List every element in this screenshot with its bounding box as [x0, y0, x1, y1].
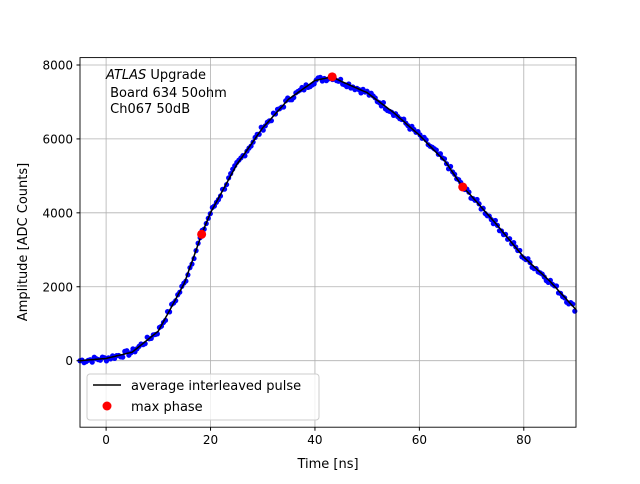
annotation-upgrade: Upgrade: [146, 68, 206, 83]
legend-label-max-phase: max phase: [131, 400, 203, 415]
x-tick-label: 40: [307, 433, 322, 447]
sample-point: [466, 189, 472, 195]
max-phase-points: [197, 72, 468, 239]
annotation-line3: Ch067 50dB: [106, 102, 190, 117]
plot-frame: [79, 57, 577, 428]
grid: [80, 57, 576, 428]
x-tick-label: 0: [102, 433, 110, 447]
sample-point: [120, 354, 126, 360]
ticks: 0 20 40 60 80 0 2000 4000 6000 8000: [42, 58, 531, 447]
y-tick-label: 6000: [42, 132, 73, 146]
x-axis-label: Time [ns]: [296, 457, 358, 472]
y-axis-label: Amplitude [ADC Counts]: [16, 163, 31, 321]
y-tick-label: 8000: [42, 58, 73, 72]
sample-points: [77, 74, 578, 366]
legend-box: [86, 373, 320, 421]
max-phase-point: [327, 72, 337, 82]
x-tick-label: 60: [412, 433, 427, 447]
legend-dot-swatch: [102, 401, 112, 411]
sample-point: [547, 277, 553, 283]
max-phase-point: [458, 182, 468, 192]
y-tick-label: 4000: [42, 206, 73, 220]
average-pulse-line: [79, 76, 577, 362]
max-phase-point: [197, 229, 207, 239]
annotation-line2: Board 634 50ohm: [106, 86, 227, 101]
annotation-atlas: ATLAS: [105, 68, 146, 83]
legend: average interleaved pulse max phase: [86, 373, 320, 421]
annotation-line1: ATLAS Upgrade: [105, 68, 206, 83]
sample-point: [124, 348, 130, 354]
y-tick-label: 2000: [42, 280, 73, 294]
x-tick-label: 80: [516, 433, 531, 447]
legend-label-pulse: average interleaved pulse: [131, 379, 301, 394]
x-tick-label: 20: [203, 433, 218, 447]
y-tick-label: 0: [65, 354, 73, 368]
sample-point: [89, 359, 95, 365]
